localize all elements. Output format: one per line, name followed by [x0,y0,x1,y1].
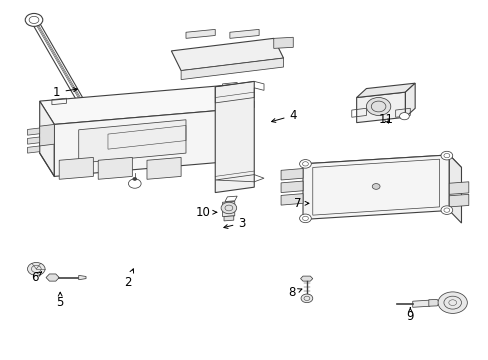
Circle shape [366,98,390,116]
Polygon shape [224,216,233,221]
Text: 11: 11 [378,113,393,126]
Polygon shape [222,202,234,217]
Polygon shape [40,125,54,146]
Polygon shape [405,83,414,117]
Text: 10: 10 [195,206,216,219]
Polygon shape [281,168,303,180]
Circle shape [440,206,452,215]
Text: 1: 1 [53,86,77,99]
Text: 5: 5 [57,292,64,309]
Text: 4: 4 [271,109,296,122]
Polygon shape [356,92,405,123]
Text: 3: 3 [224,216,245,230]
Polygon shape [428,300,439,306]
Polygon shape [147,157,181,179]
Polygon shape [27,128,40,135]
Polygon shape [79,275,86,280]
Polygon shape [281,194,303,205]
Polygon shape [303,155,448,220]
Polygon shape [448,155,461,223]
Polygon shape [281,181,303,193]
Circle shape [399,113,408,120]
Circle shape [27,262,45,275]
Circle shape [221,202,236,214]
Polygon shape [59,157,93,179]
Polygon shape [40,101,54,176]
Polygon shape [229,30,259,39]
Polygon shape [27,146,40,153]
Polygon shape [356,83,414,98]
Polygon shape [185,30,215,39]
Polygon shape [171,39,283,71]
Polygon shape [27,137,40,144]
Polygon shape [448,182,468,194]
Circle shape [299,214,311,223]
Text: 7: 7 [294,197,308,210]
Polygon shape [98,157,132,179]
Polygon shape [181,58,283,80]
Circle shape [437,292,467,314]
Text: 8: 8 [288,287,301,300]
Polygon shape [31,19,105,139]
Polygon shape [46,274,59,281]
Text: 2: 2 [123,269,133,289]
Circle shape [371,184,379,189]
Polygon shape [273,37,293,48]
Circle shape [128,179,141,188]
Polygon shape [40,85,244,125]
Polygon shape [54,108,244,176]
Polygon shape [300,276,312,281]
Circle shape [299,159,311,168]
Circle shape [301,294,312,303]
Circle shape [440,151,452,160]
Circle shape [25,13,42,26]
Polygon shape [215,81,254,193]
Polygon shape [79,120,185,163]
Circle shape [133,177,137,180]
Text: 6: 6 [31,271,41,284]
Polygon shape [412,300,429,307]
Polygon shape [448,194,468,207]
Text: 9: 9 [406,308,413,324]
Polygon shape [100,138,106,145]
Polygon shape [303,155,461,176]
